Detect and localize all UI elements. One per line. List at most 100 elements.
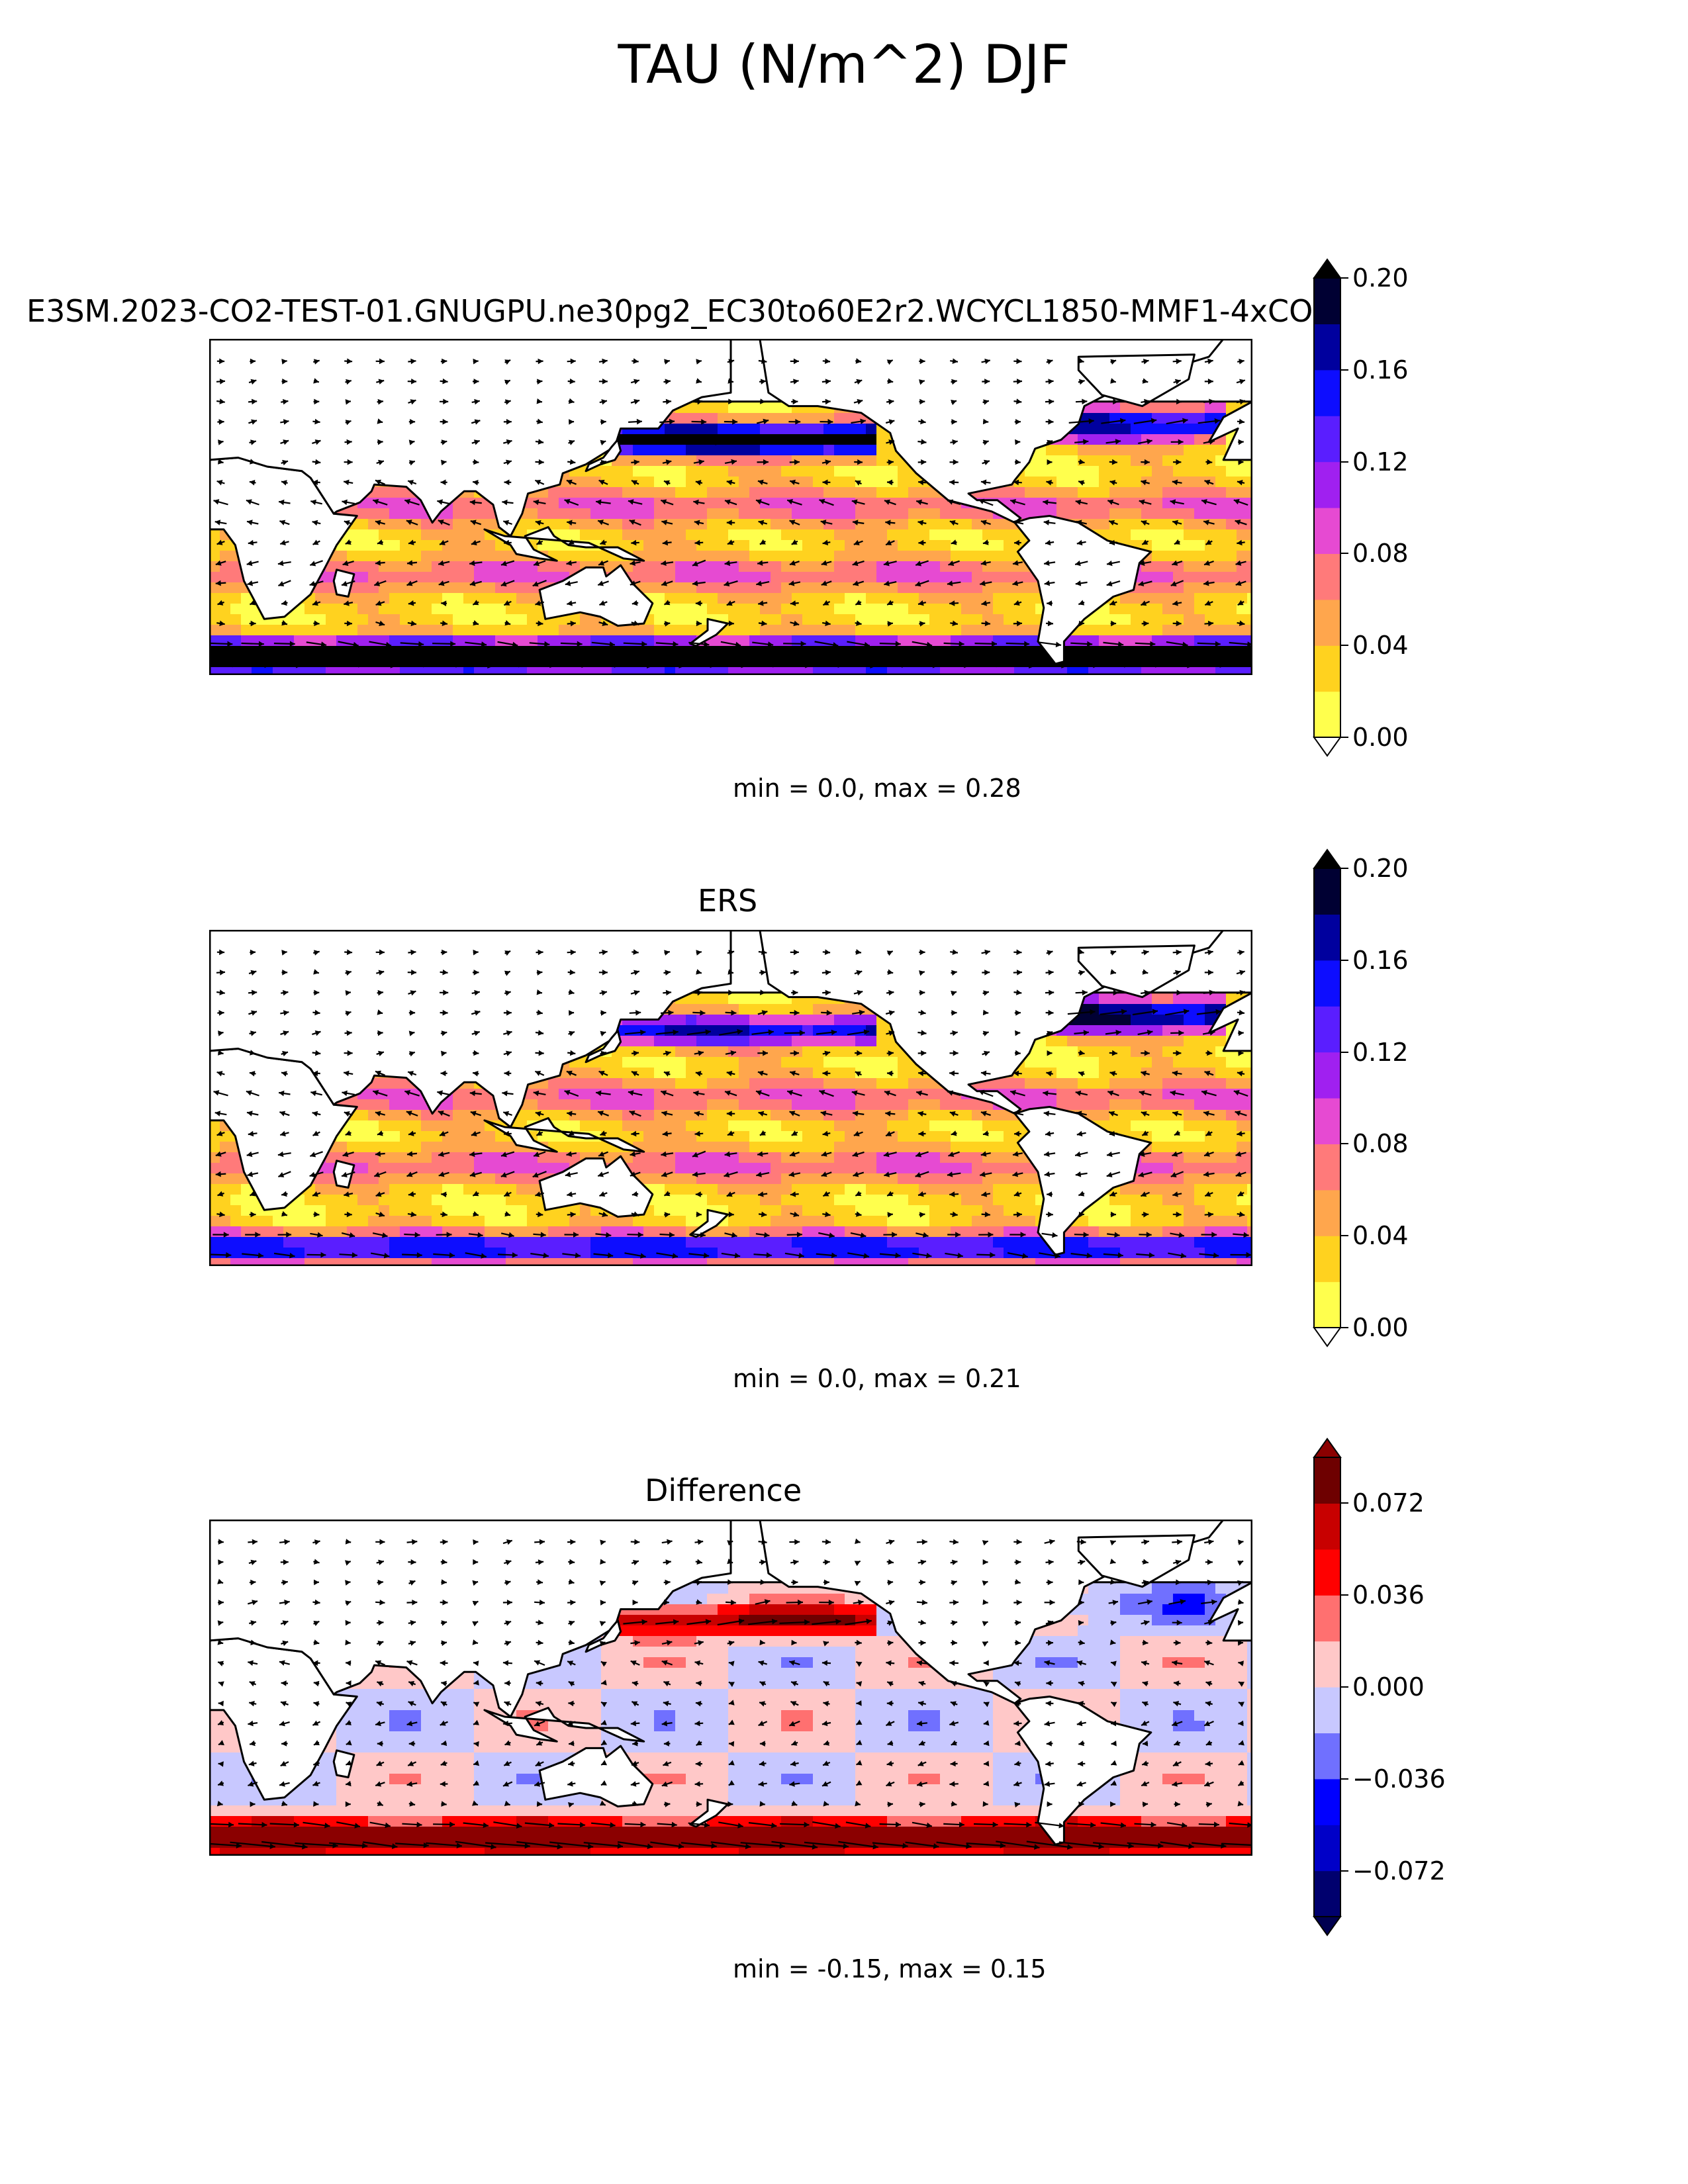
wind-arrow-head [282, 459, 288, 466]
field-cell [220, 1248, 231, 1259]
field-cell [866, 551, 877, 562]
wind-arrow-head [375, 560, 381, 566]
field-cell [379, 1237, 390, 1248]
field-cell [1194, 477, 1205, 488]
wind-arrow-head [921, 459, 927, 465]
field-cell [241, 1184, 252, 1195]
field-cell [410, 1099, 422, 1111]
field-cell [728, 487, 739, 498]
wind-arrow-head [1150, 641, 1156, 647]
field-cell [1194, 508, 1205, 520]
field-cell [898, 646, 909, 657]
field-cell [1099, 455, 1110, 467]
wind-arrow-shaft [714, 439, 747, 445]
wind-arrow-head [1204, 479, 1211, 485]
field-cell [357, 667, 369, 675]
wind-arrow-head [851, 499, 858, 505]
field-cell [389, 487, 400, 498]
field-cell [432, 1120, 443, 1132]
colorbar-tick-label: 0.20 [1352, 263, 1409, 293]
field-cell [548, 572, 559, 583]
field-cell [357, 1226, 369, 1238]
wind-arrow-head [258, 641, 264, 647]
field-cell [1152, 551, 1163, 562]
wind-arrow-head [794, 459, 800, 465]
wind-arrow-head [984, 620, 990, 627]
field-cell [771, 582, 782, 594]
field-cell [1120, 487, 1131, 498]
field-cell [1088, 445, 1100, 456]
field-cell [368, 1184, 379, 1195]
field-cell [495, 551, 506, 562]
wind-arrow-head [919, 398, 925, 405]
field-cell [834, 519, 845, 530]
wind-arrow-head [1016, 379, 1022, 385]
wind-arrow-head [1109, 539, 1115, 546]
field-cell [908, 540, 919, 551]
field-cell [241, 625, 252, 636]
field-cell [919, 593, 930, 604]
wind-arrow-head [313, 378, 319, 384]
field-cell [400, 1258, 411, 1266]
wind-arrow-head [277, 560, 284, 567]
wind-arrow-head [981, 600, 988, 606]
field-cell [1184, 593, 1195, 604]
field-cell [1215, 604, 1227, 615]
field-cell [1067, 657, 1078, 668]
field-cell [1226, 487, 1237, 498]
wind-arrow-head [1076, 520, 1082, 525]
field-cell [612, 466, 623, 477]
wind-arrow-head [602, 379, 608, 385]
field-cell [209, 1248, 220, 1259]
wind-arrow-head [887, 600, 894, 606]
field-cell [919, 667, 930, 675]
wind-arrow-head [1172, 520, 1178, 526]
field-cell [1099, 625, 1110, 636]
field-cell [1247, 625, 1252, 636]
wind-arrow-head [469, 580, 476, 586]
field-cell [357, 625, 369, 636]
field-cell [379, 593, 390, 604]
field-cell [633, 667, 644, 675]
wind-arrow-head [1107, 560, 1113, 567]
field-cell [1247, 540, 1252, 551]
field-cell [898, 508, 909, 520]
field-cell [633, 487, 644, 498]
wind-arrow-head [982, 539, 989, 545]
field-cell [1152, 667, 1163, 675]
wind-arrow-head [630, 560, 635, 566]
wind-arrow-head [694, 539, 700, 546]
wind-arrow-head [630, 580, 636, 586]
field-cell [1247, 498, 1252, 509]
wind-arrow-head [820, 520, 827, 525]
field-cell [1025, 646, 1036, 657]
field-cell [781, 604, 792, 615]
field-cell [993, 487, 1004, 498]
field-cell [771, 646, 782, 657]
wind-arrow-head [295, 662, 302, 668]
wind-arrow-head [473, 439, 480, 445]
field-cell [771, 593, 782, 604]
field-cell [463, 667, 475, 675]
field-cell [686, 487, 697, 498]
field-cell [220, 572, 231, 583]
greenland-land [1077, 353, 1196, 408]
field-cell [252, 1258, 263, 1266]
field-cell [368, 519, 379, 530]
field-cell [866, 593, 877, 604]
field-cell [220, 593, 231, 604]
field-cell [389, 1120, 400, 1132]
field-cell [305, 657, 316, 668]
field-cell [802, 498, 814, 509]
field-cell [834, 604, 845, 615]
field-cell [220, 625, 231, 636]
field-cell [336, 635, 348, 647]
field-cell [898, 466, 909, 477]
field-cell [516, 667, 528, 675]
field-cell [633, 508, 644, 520]
field-cell [1046, 667, 1057, 675]
field-cell [739, 551, 750, 562]
wind-arrow-head [600, 539, 606, 545]
field-cell [294, 1258, 305, 1266]
field-cell [485, 593, 496, 604]
